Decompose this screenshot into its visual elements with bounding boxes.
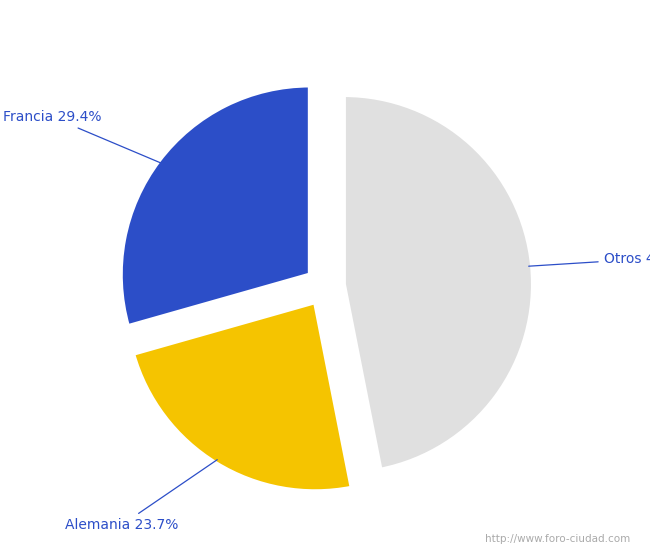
Wedge shape	[133, 302, 352, 491]
Text: http://www.foro-ciudad.com: http://www.foro-ciudad.com	[486, 535, 630, 544]
Text: Alemania 23.7%: Alemania 23.7%	[65, 460, 217, 532]
Text: Gelves - Turistas extranjeros según país - Abril de 2024: Gelves - Turistas extranjeros según país…	[96, 14, 554, 32]
Wedge shape	[344, 95, 533, 470]
Wedge shape	[121, 85, 310, 326]
Text: Francia 29.4%: Francia 29.4%	[3, 110, 161, 163]
Text: Otros 46.9%: Otros 46.9%	[528, 252, 650, 266]
